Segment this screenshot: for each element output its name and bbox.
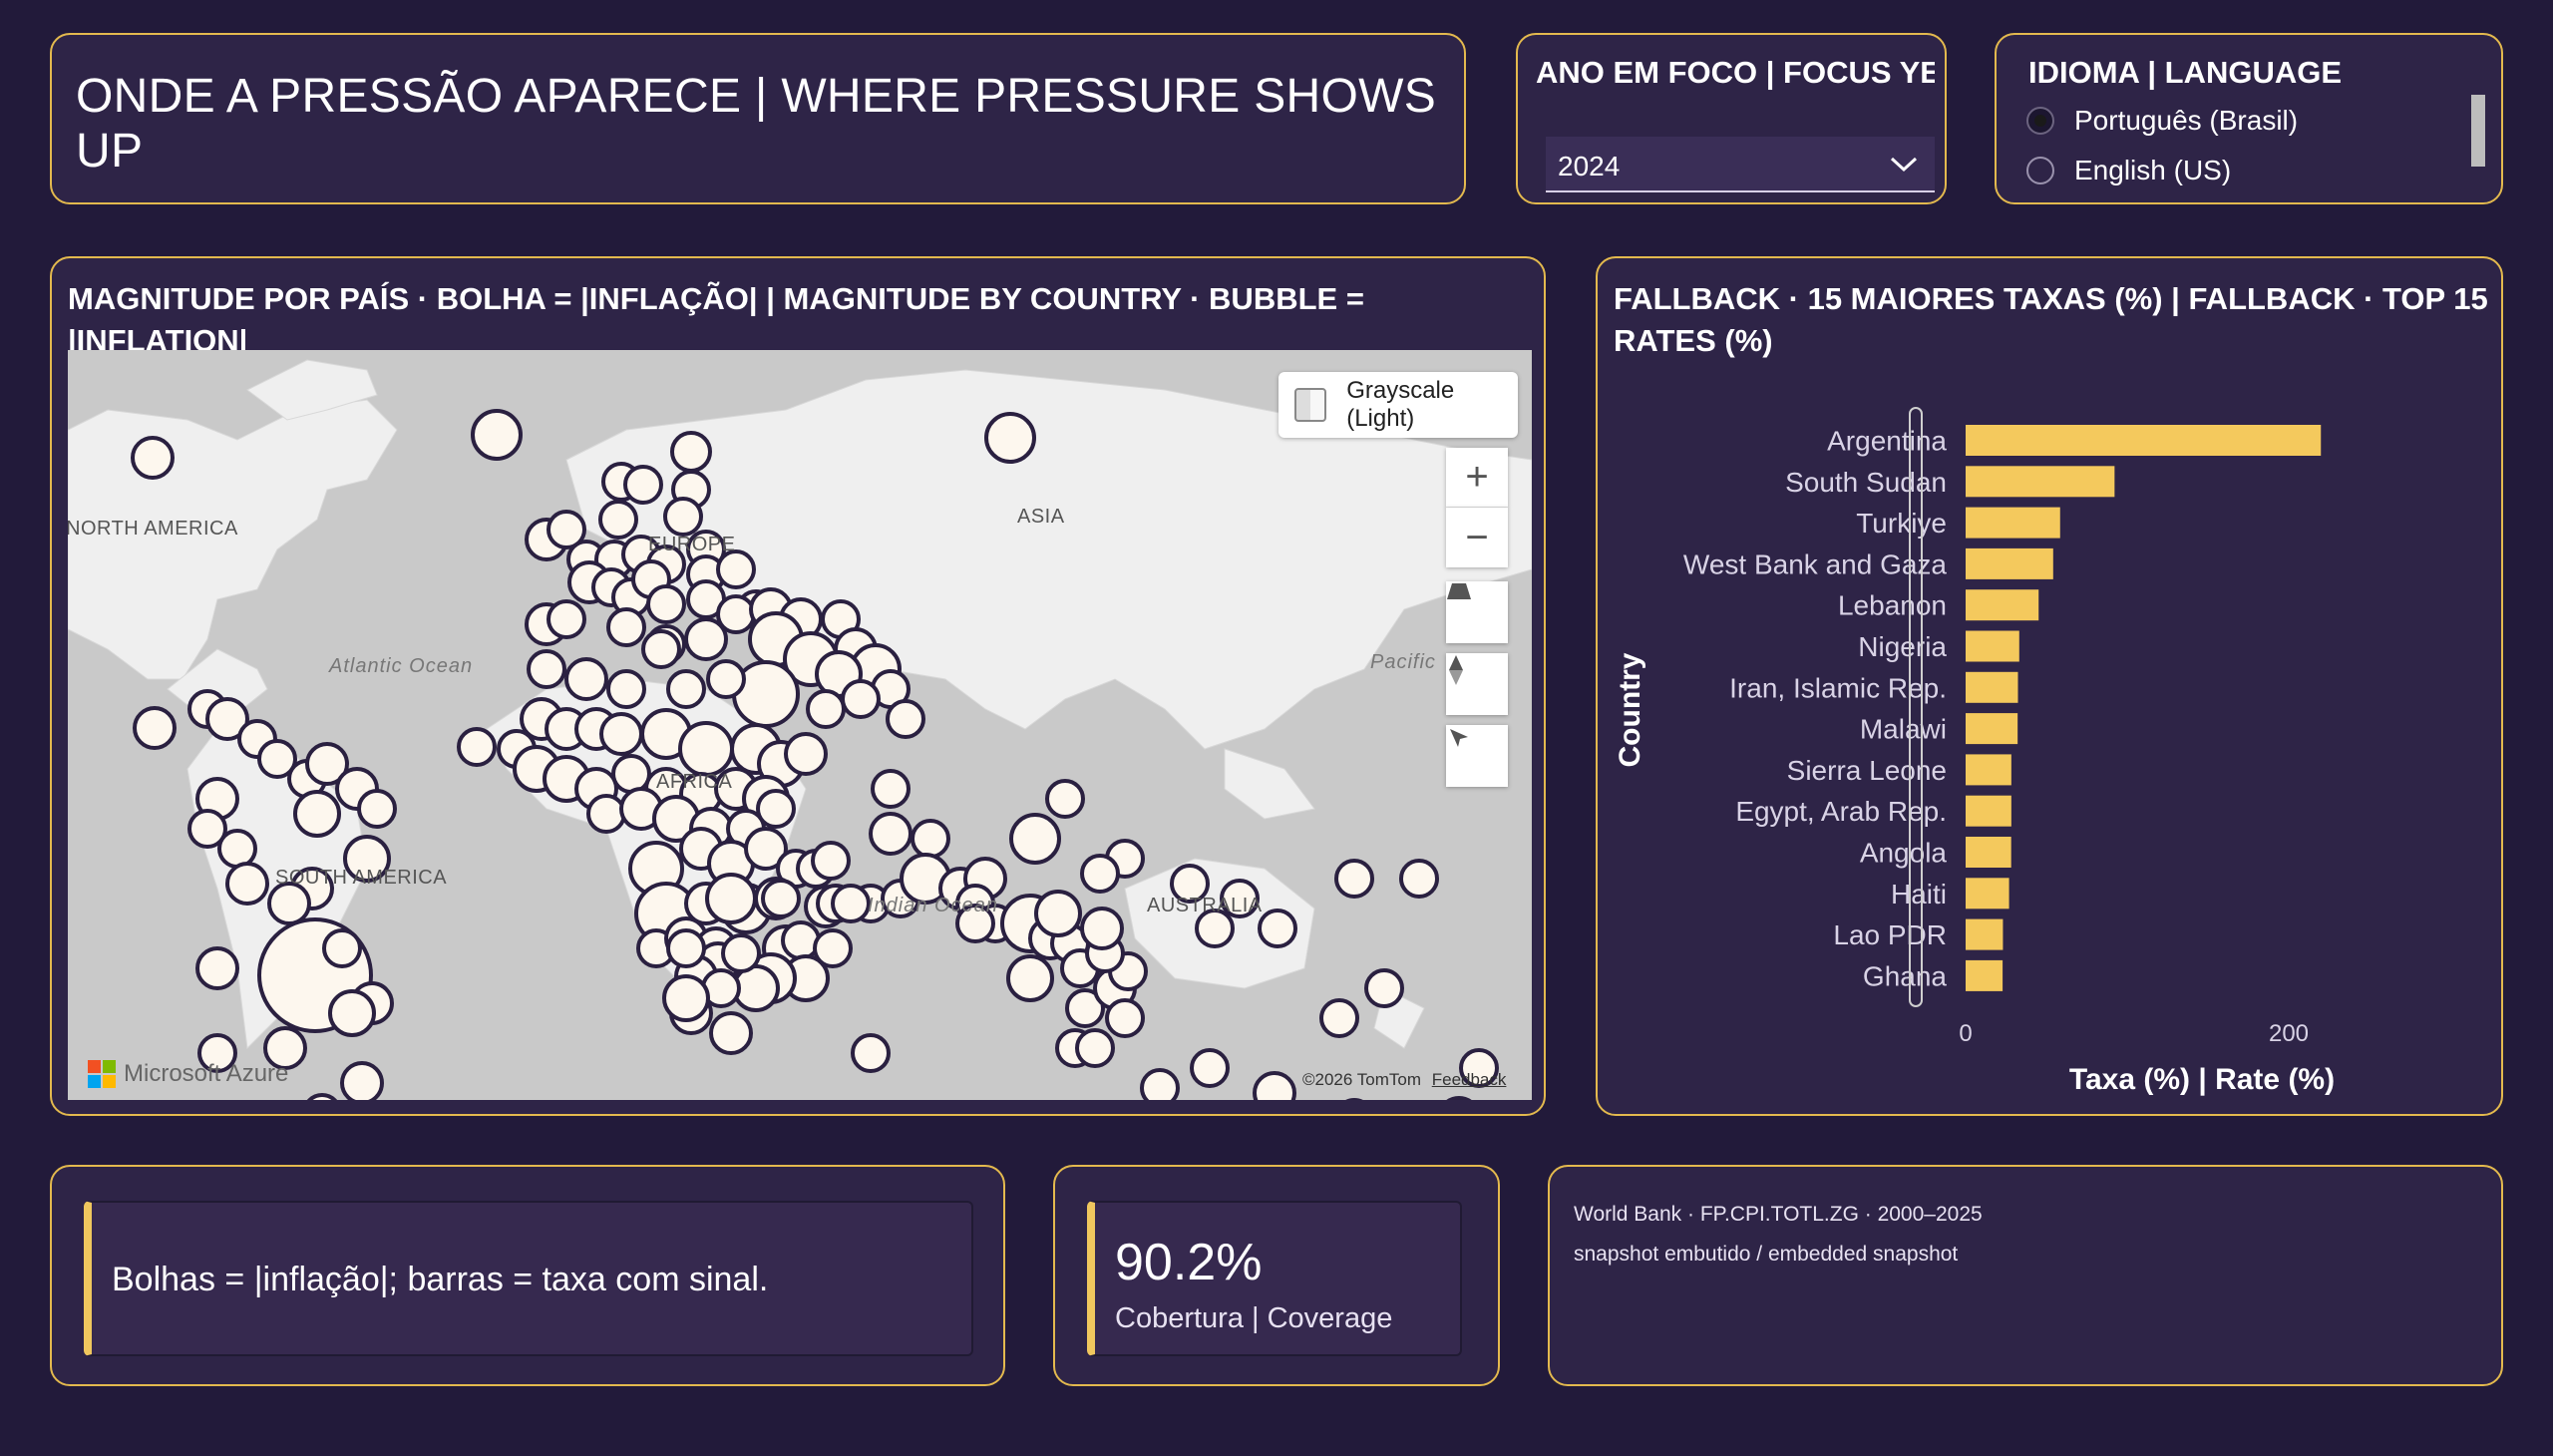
bar-chart-title-line1: FALLBACK · 15 MAIORES TAXAS (%) | FALLBA… bbox=[1614, 281, 2488, 316]
label-pacific: Pacific bbox=[1370, 651, 1436, 673]
map-title: MAGNITUDE POR PAÍS · BOLHA = |INFLAÇÃO| … bbox=[68, 281, 1364, 358]
reset-bearing-icon[interactable] bbox=[1446, 725, 1508, 787]
radio-selected-icon[interactable] bbox=[2026, 107, 2054, 135]
page-title: ONDE A PRESSÃO APARECE | WHERE PRESSURE … bbox=[76, 70, 1437, 178]
label-asia: ASIA bbox=[1017, 506, 1065, 528]
label-south-america: SOUTH AMERICA bbox=[275, 867, 448, 889]
azure-logo: Microsoft Azure bbox=[88, 1060, 288, 1088]
title-card: ONDE A PRESSÃO APARECE | WHERE PRESSURE … bbox=[50, 33, 1466, 204]
kpi-panel: 90.2% Cobertura | Coverage bbox=[1053, 1165, 1500, 1386]
kpi-label: Cobertura | Coverage bbox=[1115, 1302, 1393, 1334]
label-north-america: NORTH AMERICA bbox=[68, 518, 238, 540]
year-slicer-title: ANO EM FOCO | FOCUS YE... bbox=[1536, 55, 1935, 90]
note-text: Bolhas = |inflação|; barras = taxa com s… bbox=[112, 1261, 769, 1298]
source-line-1: World Bank · FP.CPI.TOTL.ZG · 2000–2025 bbox=[1574, 1203, 1983, 1226]
azure-brand-label: Microsoft Azure bbox=[124, 1060, 289, 1087]
language-slicer-title: IDIOMA | LANGUAGE bbox=[2028, 55, 2343, 90]
source-line-2: snapshot embutido / embedded snapshot bbox=[1574, 1243, 1959, 1266]
microsoft-logo-icon bbox=[88, 1060, 116, 1088]
slicer-scrollbar[interactable] bbox=[2471, 95, 2485, 167]
map-style-icon bbox=[1294, 388, 1327, 422]
bar-chart-title-line2: RATES (%) bbox=[1614, 323, 1773, 358]
label-europe: EUROPE bbox=[648, 534, 736, 555]
radio-unselected-icon[interactable] bbox=[2026, 157, 2054, 184]
year-slicer: ANO EM FOCO | FOCUS YE... 2024 bbox=[1516, 33, 1947, 204]
bubble-map[interactable]: NORTH AMERICA EUROPE ASIA AFRICA SOUTH A… bbox=[68, 350, 1532, 1100]
map-visual: MAGNITUDE POR PAÍS · BOLHA = |INFLAÇÃO| … bbox=[50, 256, 1546, 1116]
language-slicer: IDIOMA | LANGUAGE Português (Brasil) Eng… bbox=[1995, 33, 2503, 204]
label-australia: AUSTRALIA bbox=[1147, 895, 1263, 916]
language-option-label: English (US) bbox=[2074, 155, 2232, 185]
label-atlantic: Atlantic Ocean bbox=[329, 655, 474, 677]
source-panel: World Bank · FP.CPI.TOTL.ZG · 2000–2025 … bbox=[1548, 1165, 2503, 1386]
coverage-kpi: 90.2% Cobertura | Coverage bbox=[1087, 1201, 1462, 1356]
compass-icon[interactable] bbox=[1446, 653, 1508, 715]
map-canvas bbox=[68, 350, 1532, 1100]
language-option-label: Português (Brasil) bbox=[2074, 105, 2299, 136]
year-dropdown[interactable]: 2024 bbox=[1546, 137, 1935, 192]
map-style-button[interactable]: Grayscale (Light) bbox=[1278, 372, 1518, 438]
bar-chart-scrollbar[interactable] bbox=[1909, 407, 1923, 1007]
note-callout: Bolhas = |inflação|; barras = taxa com s… bbox=[84, 1201, 973, 1356]
zoom-in-icon[interactable]: + bbox=[1446, 448, 1508, 508]
note-panel: Bolhas = |inflação|; barras = taxa com s… bbox=[50, 1165, 1005, 1386]
chevron-down-icon bbox=[1889, 151, 1919, 182]
bar-chart-title: FALLBACK · 15 MAIORES TAXAS (%) | FALLBA… bbox=[1614, 278, 2488, 362]
language-option-en[interactable]: English (US) bbox=[2026, 151, 2231, 190]
year-dropdown-value: 2024 bbox=[1558, 151, 1621, 182]
kpi-value: 90.2% bbox=[1115, 1234, 1263, 1291]
bar-chart-visual: FALLBACK · 15 MAIORES TAXAS (%) | FALLBA… bbox=[1596, 256, 2503, 1116]
zoom-out-icon[interactable]: − bbox=[1446, 508, 1508, 567]
bubble-layer bbox=[131, 409, 1499, 1100]
copyright-text: ©2026 TomTom bbox=[1302, 1070, 1421, 1089]
language-option-pt[interactable]: Português (Brasil) bbox=[2026, 101, 2298, 141]
map-style-label: Grayscale (Light) bbox=[1346, 377, 1455, 432]
label-africa: AFRICA bbox=[656, 771, 733, 793]
label-indian: Indian Ocean bbox=[868, 895, 998, 916]
feedback-link[interactable]: Feedback bbox=[1431, 1070, 1507, 1089]
pitch-icon[interactable] bbox=[1446, 581, 1508, 643]
map-copyright: ©2026 TomTom Feedback bbox=[1302, 1070, 1506, 1090]
